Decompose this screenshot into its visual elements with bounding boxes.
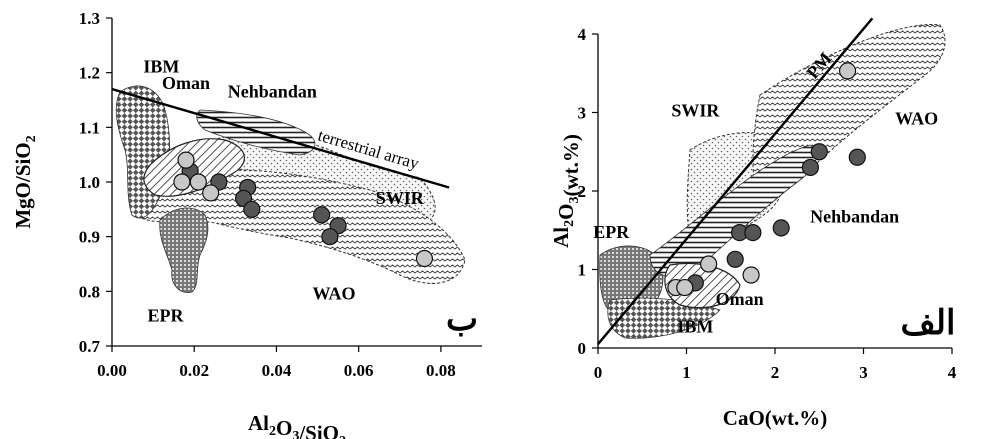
dark-data-point (744, 224, 762, 242)
light-data-point (700, 255, 718, 273)
dark-data-point (801, 158, 820, 177)
y-tick-label: 1.2 (79, 64, 100, 83)
x-tick-label: 0.02 (179, 361, 209, 380)
y-tick-label: 0 (578, 339, 587, 358)
light-data-point (177, 151, 195, 169)
right-marks (597, 17, 874, 345)
dark-data-point (243, 200, 261, 218)
x-tick-label: 3 (859, 363, 868, 382)
y-tick-label: 1 (578, 261, 587, 280)
region-label: Oman (162, 73, 210, 93)
dark-data-point (726, 250, 744, 268)
region-label: IBM (143, 57, 179, 77)
light-data-point (742, 266, 760, 284)
dark-data-point (772, 219, 790, 237)
y-tick-label: 0.9 (79, 228, 100, 247)
light-data-point (676, 278, 694, 297)
y-tick-label: 1.0 (79, 173, 100, 192)
reference-line (597, 17, 874, 345)
light-data-point (202, 184, 220, 202)
region-label: SWIR (671, 100, 720, 120)
region-label: Nehbandan (228, 81, 317, 101)
region-label: Oman (716, 289, 764, 309)
y-tick-label: 4 (578, 25, 587, 44)
left-chart: 0.00 0.02 0.04 0.06 0.08 0.7 0.8 0.9 1.0 1.1 1.2 1.… (11, 9, 482, 439)
x-tick-label: 0 (594, 363, 603, 382)
region-label: EPR (147, 305, 184, 325)
region-label: WAO (312, 284, 355, 304)
dark-data-point (848, 148, 866, 166)
x-axis-title: CaO(wt.%) (723, 406, 827, 430)
left-axes (106, 17, 482, 352)
region-label: EPR (593, 222, 630, 242)
right-regions (599, 24, 946, 339)
right-axes (592, 33, 953, 354)
light-data-point (173, 173, 191, 191)
dark-data-point (810, 143, 828, 161)
light-data-point (189, 173, 207, 191)
y-tick-label: 2 (578, 182, 587, 201)
y-tick-label: 1.1 (79, 118, 100, 137)
dark-data-point (313, 206, 331, 224)
region-label: IBM (677, 316, 713, 336)
x-tick-label: 0.06 (344, 361, 374, 380)
x-tick-label: 0.08 (426, 361, 456, 380)
x-axis-title: Al2O3/SiO2 (248, 411, 346, 439)
x-tick-label: 0.04 (262, 361, 292, 380)
panel-corner-label: الف (900, 305, 955, 342)
x-tick-label: 0.00 (97, 361, 127, 380)
x-tick-label: 4 (948, 363, 957, 382)
light-data-point (838, 62, 857, 80)
y-tick-label: 3 (578, 104, 587, 123)
region-label: SWIR (376, 188, 425, 208)
y-tick-label: 1.3 (79, 9, 100, 28)
region-epr (159, 207, 209, 293)
left-marks (111, 87, 450, 268)
panel-corner-label: ب (446, 301, 478, 338)
y-tick-label: 0.8 (79, 282, 100, 301)
region-label: WAO (895, 108, 938, 128)
y-axis-title: Al2O3(wt.%) (549, 134, 583, 248)
light-data-point (415, 249, 434, 268)
y-axis-title: MgO/SiO2 (11, 135, 39, 228)
y-tick-label: 0.7 (79, 337, 101, 356)
reference-line (111, 87, 450, 189)
x-tick-label: 2 (771, 363, 780, 382)
dark-data-point (321, 228, 339, 246)
x-tick-label: 1 (682, 363, 691, 382)
region-label: Nehbandan (810, 206, 899, 226)
